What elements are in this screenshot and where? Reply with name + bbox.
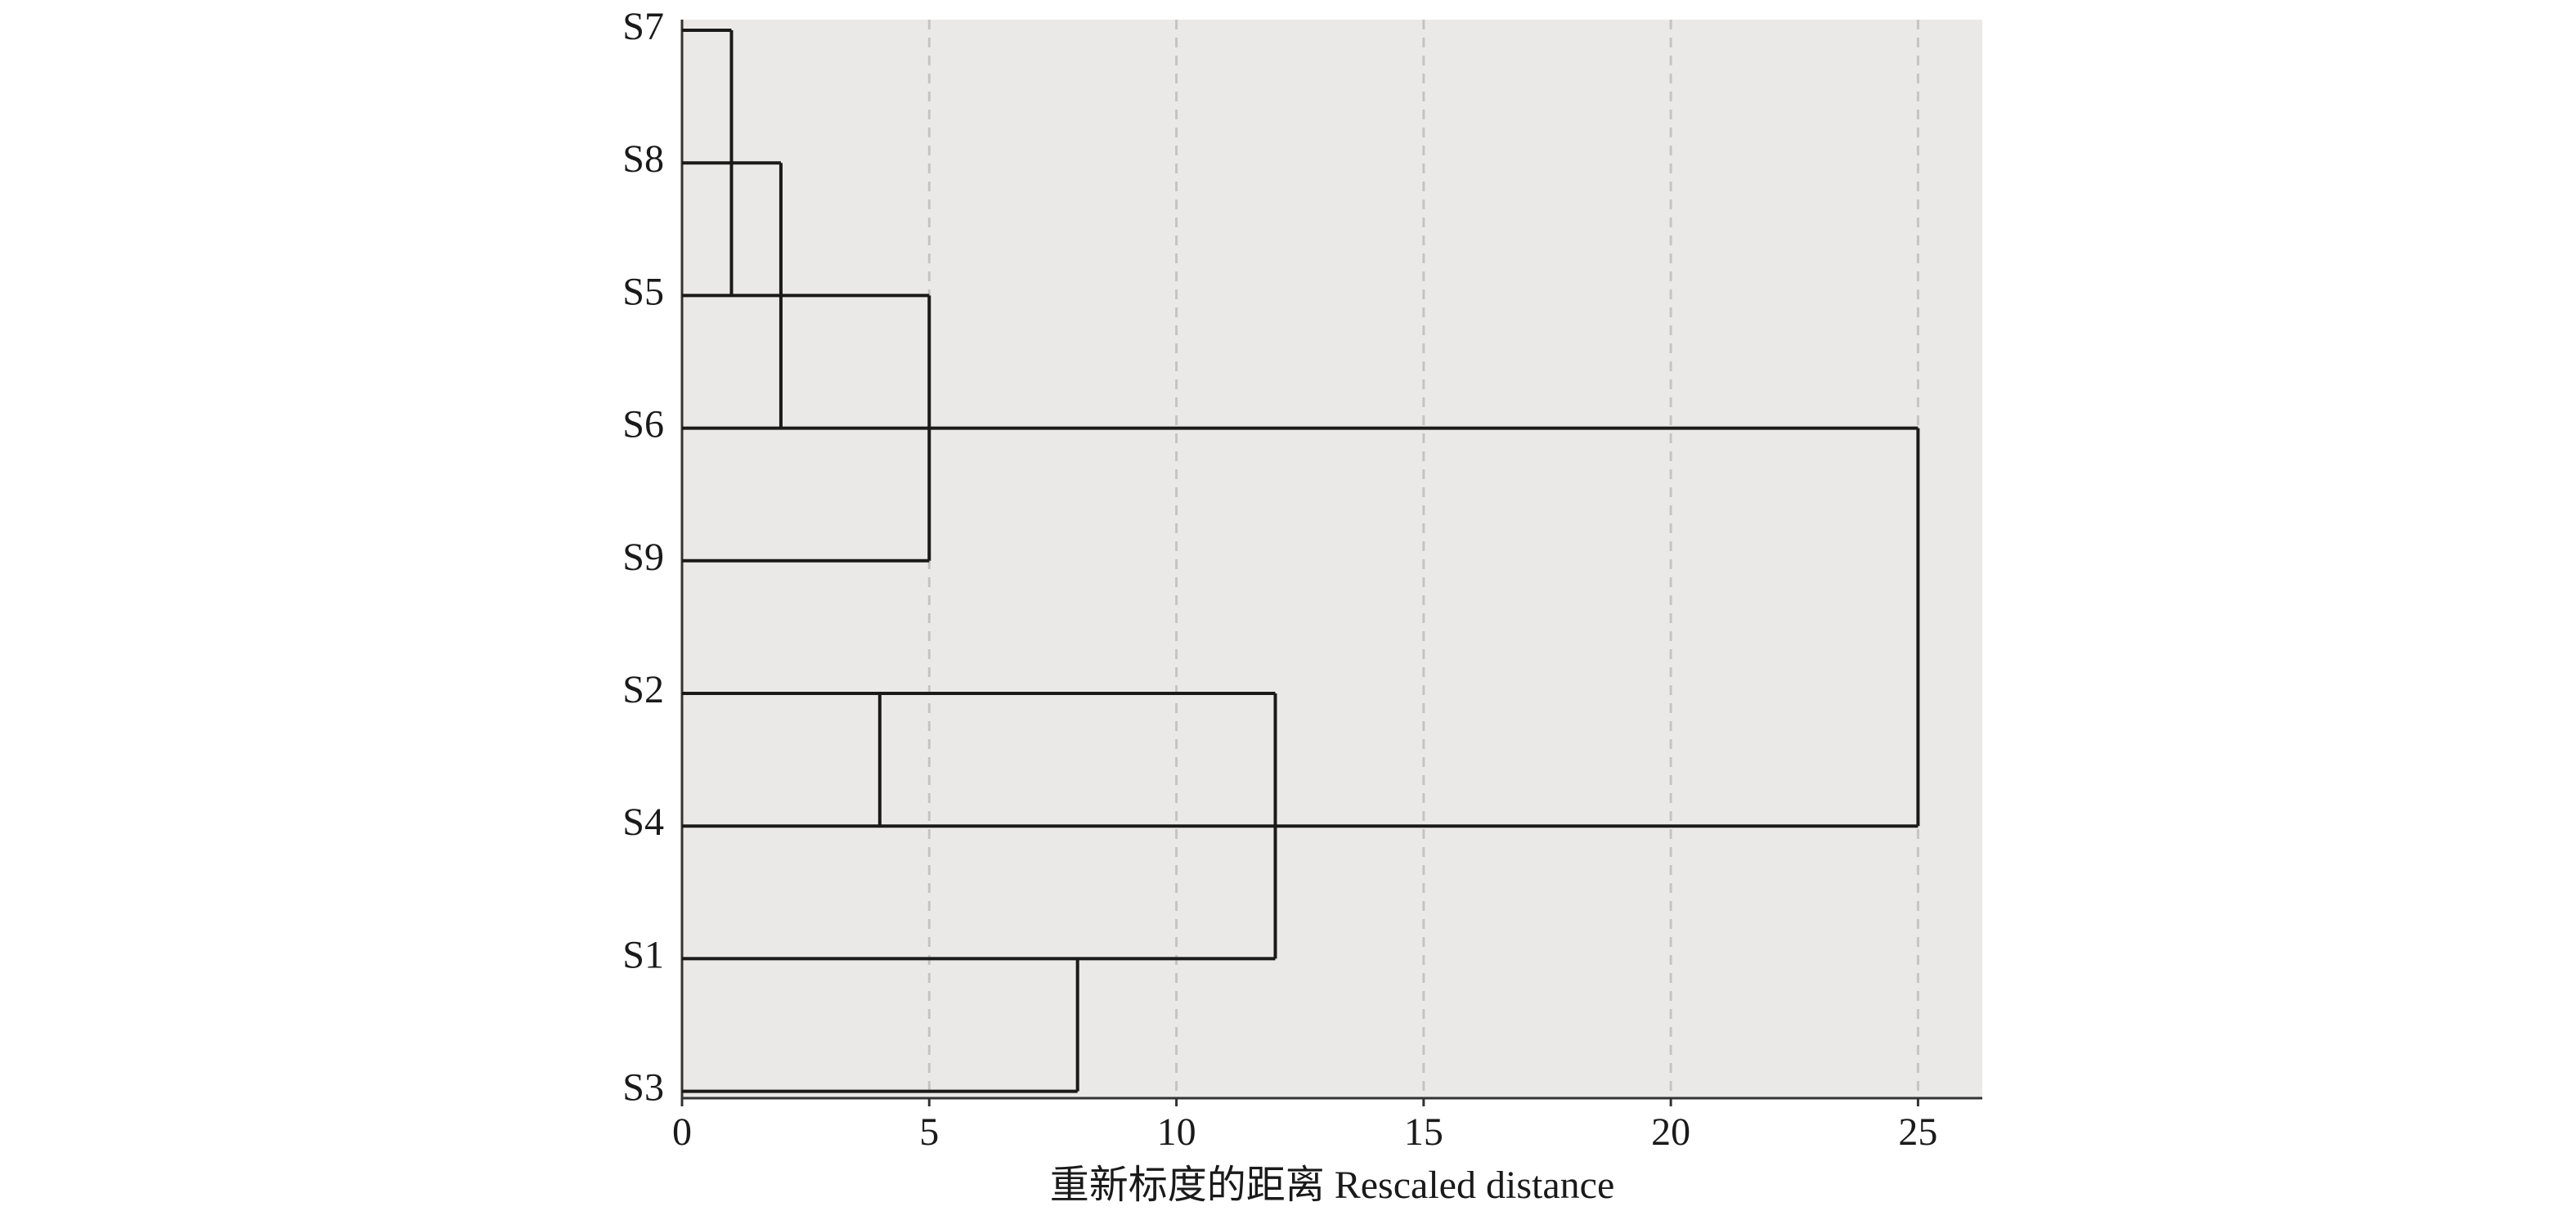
leaf-label: S3 — [622, 1066, 664, 1110]
x-tick-label: 25 — [1898, 1110, 1937, 1154]
leaf-label: S9 — [622, 536, 664, 579]
x-tick-label: 20 — [1651, 1110, 1690, 1154]
leaf-label: S5 — [622, 270, 664, 313]
x-tick-label: 15 — [1404, 1110, 1443, 1154]
leaf-label: S2 — [622, 668, 664, 711]
plot-background — [682, 20, 1982, 1098]
x-tick-label: 0 — [672, 1110, 692, 1154]
x-tick-label: 5 — [919, 1110, 939, 1154]
leaf-label: S7 — [622, 5, 664, 48]
leaf-label: S1 — [622, 933, 664, 976]
leaf-label: S4 — [622, 801, 664, 844]
leaf-label: S6 — [622, 403, 664, 446]
leaf-label: S8 — [622, 137, 664, 181]
x-tick-label: 10 — [1157, 1110, 1196, 1154]
x-axis-label: 重新标度的距离 Rescaled distance — [1050, 1164, 1615, 1207]
